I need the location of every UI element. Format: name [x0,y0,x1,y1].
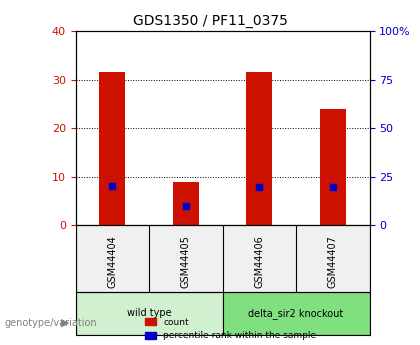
Text: wild type: wild type [127,308,171,318]
Legend: count, percentile rank within the sample: count, percentile rank within the sample [142,314,320,344]
Text: ▶: ▶ [61,318,69,327]
Text: GSM44406: GSM44406 [255,235,264,288]
Text: genotype/variation: genotype/variation [4,318,97,327]
Text: GDS1350 / PF11_0375: GDS1350 / PF11_0375 [133,14,287,28]
FancyBboxPatch shape [223,292,370,335]
Bar [173,181,199,225]
Text: GSM44407: GSM44407 [328,235,338,288]
Text: delta_sir2 knockout: delta_sir2 knockout [249,308,344,319]
Text: GSM44405: GSM44405 [181,235,191,288]
FancyBboxPatch shape [76,292,223,335]
Bar [247,72,272,225]
Text: GSM44404: GSM44404 [108,235,117,288]
Bar [320,109,346,225]
Bar [100,72,125,225]
